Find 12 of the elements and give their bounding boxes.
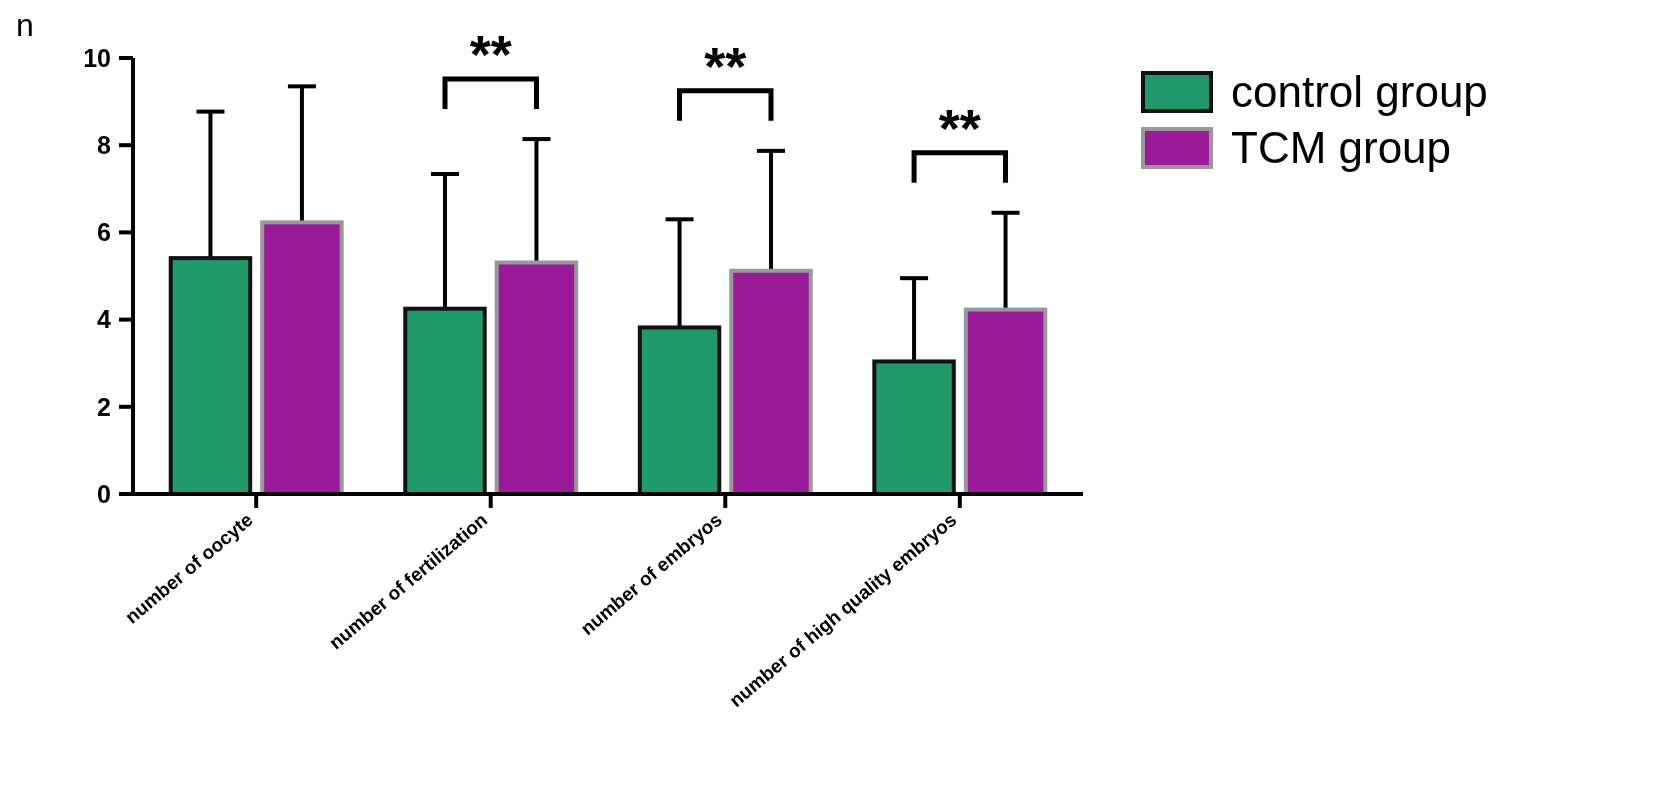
legend-label: control group: [1231, 67, 1488, 117]
y-tick-label: 4: [97, 305, 112, 334]
annotation: **: [469, 24, 512, 85]
y-tick-label: 2: [97, 392, 111, 421]
legend-label: TCM group: [1231, 123, 1452, 173]
y-tick-label: 10: [83, 43, 111, 72]
y-tick-label: 0: [97, 479, 111, 508]
y-tick-label: 8: [97, 130, 112, 159]
annotation: **: [704, 35, 747, 96]
y-tick-label: 6: [97, 218, 111, 247]
y-axis-title: n: [16, 7, 34, 43]
annotation: **: [938, 97, 981, 158]
